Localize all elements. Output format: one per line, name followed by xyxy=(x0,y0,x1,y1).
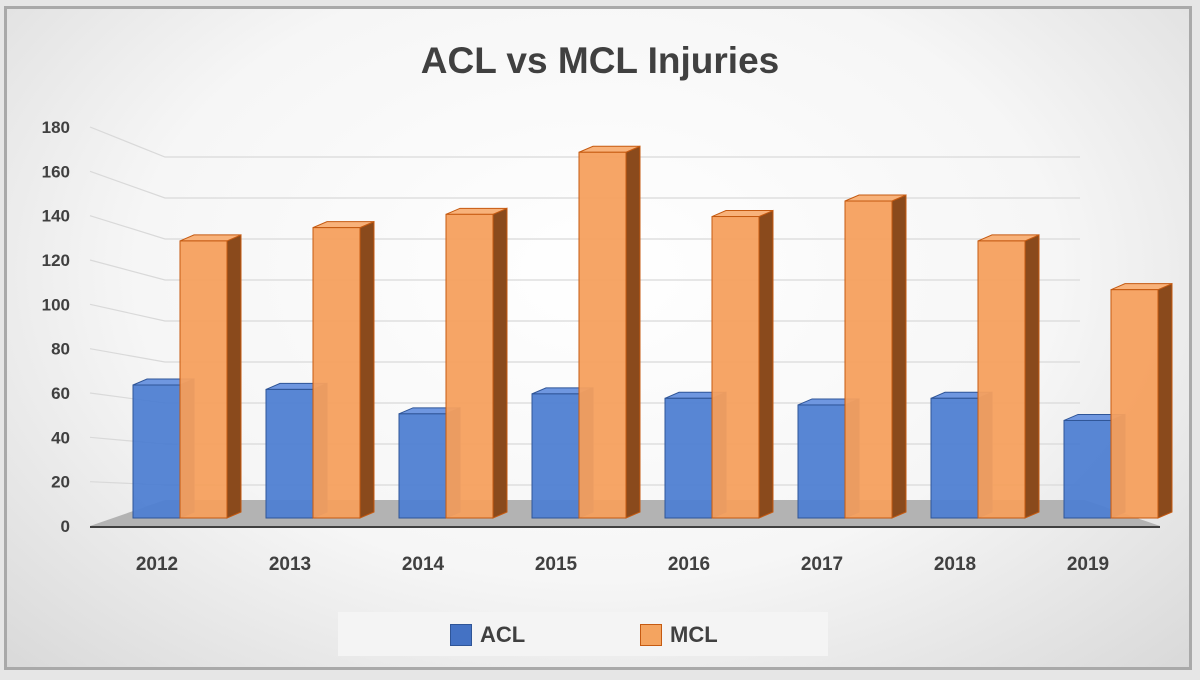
legend: ACL MCL xyxy=(338,612,828,656)
x-tick-label: 2017 xyxy=(801,554,843,575)
x-tick-label: 2014 xyxy=(402,554,445,575)
bar-acl-2017 xyxy=(797,404,846,519)
bar-side-mcl xyxy=(758,209,774,519)
y-tick-label: 180 xyxy=(42,118,70,137)
bar-mcl-2014 xyxy=(445,213,494,519)
bar-side-mcl xyxy=(359,220,375,519)
x-tick-label: 2016 xyxy=(668,554,710,575)
legend-item-mcl: MCL xyxy=(640,622,718,648)
bar-side-mcl xyxy=(891,194,907,519)
bar-acl-2013 xyxy=(265,388,314,519)
y-tick-label: 40 xyxy=(51,428,70,447)
y-tick-label: 140 xyxy=(42,207,70,226)
y-tick-label: 80 xyxy=(51,340,70,359)
y-tick-label: 0 xyxy=(61,517,70,536)
legend-label-mcl: MCL xyxy=(670,622,718,647)
bar-mcl-2018 xyxy=(977,240,1026,519)
y-tick-label: 160 xyxy=(42,162,70,181)
bar-mcl-2016 xyxy=(711,216,760,519)
y-tick-label: 60 xyxy=(51,384,70,403)
bar-acl-2014 xyxy=(398,413,447,519)
gridline xyxy=(89,348,1080,363)
x-tick-label: 2013 xyxy=(269,554,311,575)
bar-side-mcl xyxy=(226,234,242,519)
gridline xyxy=(89,170,1080,199)
x-tick-label: 2012 xyxy=(136,554,178,575)
bar-side-mcl xyxy=(625,145,641,519)
legend-item-acl: ACL xyxy=(450,622,525,648)
gridline xyxy=(89,215,1080,240)
bar-mcl-2015 xyxy=(578,151,627,519)
gridline xyxy=(89,126,1080,158)
legend-label-acl: ACL xyxy=(480,622,526,647)
bar-acl-2015 xyxy=(531,393,580,519)
y-tick-label: 100 xyxy=(42,295,70,314)
bar-side-mcl xyxy=(1157,282,1173,519)
bar-mcl-2013 xyxy=(312,227,361,519)
bar-acl-2012 xyxy=(132,384,181,519)
gridline xyxy=(89,303,1080,322)
bar-acl-2019 xyxy=(1063,419,1112,519)
bar-mcl-2017 xyxy=(844,200,893,519)
x-tick-label: 2015 xyxy=(535,554,578,575)
gridline xyxy=(89,259,1080,281)
y-tick-label: 20 xyxy=(51,473,70,492)
bar-side-mcl xyxy=(492,207,508,519)
x-tick-label: 2018 xyxy=(934,554,976,575)
x-tick-label: 2019 xyxy=(1067,554,1109,575)
bar-acl-2016 xyxy=(664,397,713,519)
chart-title: ACL vs MCL Injuries xyxy=(420,40,780,81)
legend-swatch-acl xyxy=(450,624,472,646)
legend-swatch-mcl xyxy=(640,624,662,646)
bar-side-mcl xyxy=(1024,234,1040,519)
bar-mcl-2012 xyxy=(179,240,228,519)
bar-mcl-2019 xyxy=(1110,289,1159,519)
y-tick-label: 120 xyxy=(42,251,70,270)
bar-acl-2018 xyxy=(930,397,979,519)
